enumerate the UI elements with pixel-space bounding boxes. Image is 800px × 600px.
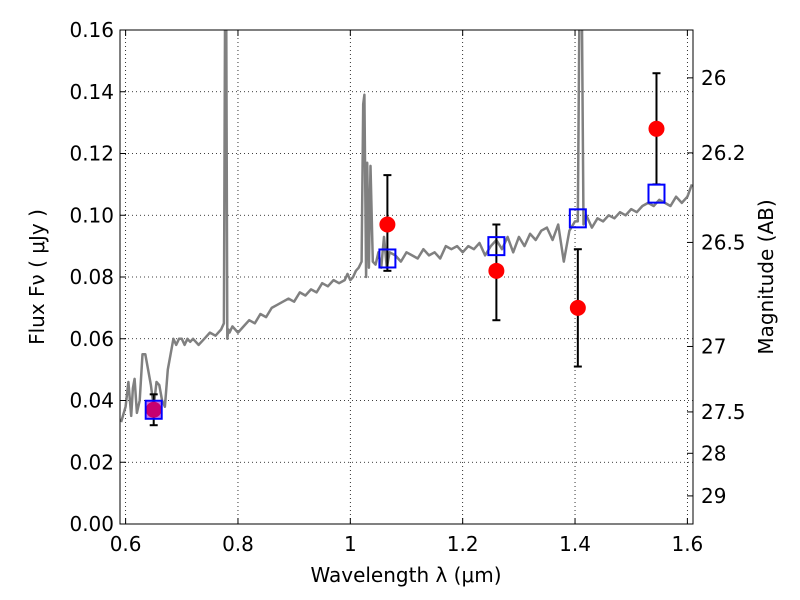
y-tick-label: 0.04 [69,389,114,413]
model-points [144,183,666,420]
grid-lines [120,29,693,525]
y2-tick-label: 26 [701,66,726,90]
model-point [647,183,666,204]
y2-axis-ticks: 26 26.2 26.5 27 27.5 28 29 [687,66,746,508]
sed-model-series [120,30,693,423]
overlap-marker [146,401,161,418]
sed-model-line [120,30,693,423]
y2-tick-label: 27.5 [701,400,746,424]
x-tick-label: 0.8 [222,532,254,556]
y2-tick-label: 28 [701,441,726,465]
y2-tick-label: 26.2 [701,141,746,165]
observed-point [569,299,586,316]
model-point [487,236,506,257]
x-tick-label: 1.4 [559,532,591,556]
x-tick-label: 1 [344,532,357,556]
y-axis-ticks: 0.00 0.02 0.04 0.06 0.08 0.10 0.12 0.14 0.16 [69,18,126,536]
y-tick-label: 0.16 [69,18,114,42]
x-tick-label: 0.6 [110,532,142,556]
y-tick-label: 0.10 [69,203,114,227]
x-axis-label: Wavelength λ (μm) [310,563,501,587]
x-tick-label: 1.6 [671,532,703,556]
x-tick-label: 1.2 [447,532,479,556]
y2-tick-label: 27 [701,334,726,358]
y2-axis-label: Magnitude (AB) [754,199,778,354]
y-tick-label: 0.02 [69,450,114,474]
observed-point [648,120,665,137]
y-tick-label: 0.12 [69,142,114,166]
y-axis-label: Flux Fν ( μJy ) [25,209,49,345]
y2-tick-label: 29 [701,484,726,508]
x-axis-ticks: 0.6 0.8 1 1.2 1.4 1.6 [110,30,703,556]
y-tick-label: 0.06 [69,327,114,351]
observed-point [488,262,505,279]
observed-point [379,216,396,233]
plot-frame [119,29,694,525]
y2-tick-label: 26.5 [701,230,746,254]
y-tick-label: 0.00 [69,512,114,536]
model-point [144,399,163,420]
model-point [378,248,397,269]
y-tick-label: 0.14 [69,80,114,104]
model-point [568,208,587,229]
y-tick-label: 0.08 [69,265,114,289]
